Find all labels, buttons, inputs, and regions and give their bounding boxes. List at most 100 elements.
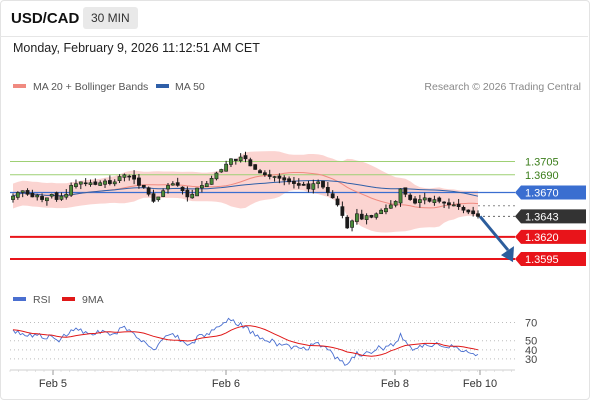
candle-body [316,181,321,184]
candle-body [325,186,330,193]
candle-body [432,199,437,203]
candle-body [393,201,398,206]
candle-body [355,213,359,222]
x-tick-label: Feb 5 [39,378,67,390]
candle-body [262,172,267,176]
candle-body [335,198,340,206]
rsi-tick-50: 50 [525,336,537,348]
candle-body [161,190,166,197]
research-credit: Research © 2026 Trading Central [424,81,581,93]
candle-body [15,192,20,198]
candle-body [427,197,432,202]
ma50-legend-swatch [156,84,169,88]
candle-body [54,192,59,200]
candle-body [296,183,301,186]
candle-body [292,180,296,184]
candle-body [141,184,146,188]
candle-body [451,204,456,207]
candle-body [93,181,98,185]
candle-body [306,183,311,190]
candle-body [229,158,233,165]
candle-body [224,163,229,172]
candle-body [107,180,112,184]
candle-body [350,220,354,228]
candle-body [74,183,78,187]
candle-body [471,210,476,215]
candle-body [185,189,190,198]
candle-body [69,185,74,196]
candle-body [321,180,325,188]
level-label-bg-4 [515,229,586,244]
candle-body [442,201,446,204]
timeframe-badge[interactable]: 30 MIN [83,7,138,29]
candle-body [127,175,132,178]
candlesticks [11,151,480,232]
forecast-arrow-shaft [478,215,510,252]
candle-body [11,195,15,200]
rsi-tick-70: 70 [525,318,537,330]
candle-body [345,216,350,229]
candle-body [59,195,64,200]
level-label-1: 1.3690 [525,170,559,182]
candle-body [200,185,204,189]
rsi-ma-legend-label: 9MA [82,294,104,306]
chart-header: USD/CAD 30 MIN [0,0,588,37]
candle-body [403,187,408,195]
rsi-tick-30: 30 [525,354,537,366]
candle-body [190,193,195,199]
candle-body [388,204,393,209]
rsi-legend-label: RSI [33,294,51,306]
candle-body [447,202,451,206]
candle-body [20,190,25,193]
price-levels [10,160,515,260]
candle-body [340,206,345,216]
candle-body [45,197,49,202]
candle-body [64,193,69,198]
candle-body [374,213,379,218]
bollinger-band-area [13,151,478,233]
candle-body [170,183,175,186]
chart-datetime: Monday, February 9, 2026 11:12:51 AM CET [13,41,260,55]
candle-body [117,176,122,181]
candle-body [219,169,224,173]
ma20-legend-label: MA 20 + Bollinger Bands [33,81,148,93]
candle-body [301,183,306,186]
candle-body [146,187,151,195]
candle-body [195,187,199,197]
rsi-tick-40: 40 [525,345,537,357]
candle-body [112,181,117,185]
candle-body [277,175,282,179]
level-label-bg-3 [515,209,586,224]
level-label-bg-5 [515,251,586,266]
candle-body [272,176,277,178]
candle-body [88,182,93,185]
candle-body [25,190,30,195]
candle-body [359,213,364,220]
candle-body [233,158,238,161]
candle-body [35,194,40,198]
candle-body [384,208,388,213]
symbol-title: USD/CAD [11,10,80,27]
candle-body [267,174,272,177]
level-label-bg-2 [515,185,586,200]
candle-body [437,197,442,202]
rsi-legend-swatch [13,297,26,301]
ma20-legend-swatch [13,84,26,88]
candle-body [122,174,127,178]
candle-body [364,215,369,220]
candle-body [287,178,291,183]
ma50-legend-label: MA 50 [175,81,205,93]
candle-body [166,185,170,190]
candle-body [137,177,141,186]
candle-body [78,181,83,185]
candle-body [398,188,403,204]
candle-body [417,199,422,203]
rsi-ma-line [12,325,479,357]
level-label-2: 1.3670 [525,188,559,200]
candle-body [180,186,185,192]
level-label-5: 1.3595 [525,254,559,266]
candle-body [98,182,103,186]
candle-body [248,159,253,167]
candle-body [30,192,35,198]
